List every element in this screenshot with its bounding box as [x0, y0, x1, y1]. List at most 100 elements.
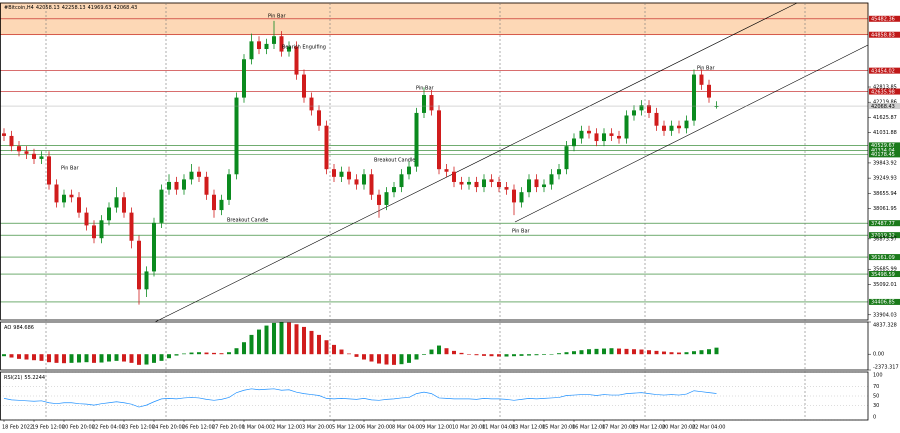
ao-bar [317, 334, 321, 355]
candle-body [534, 179, 539, 188]
ao-bar [362, 354, 366, 360]
candle-body [482, 179, 486, 188]
ao-bar [174, 354, 179, 356]
x-tick-label: 8 Mar 04:00 [392, 425, 422, 431]
ao-bar [714, 347, 719, 355]
level-label-box [869, 142, 900, 149]
ao-bar [347, 353, 351, 355]
candle-body [189, 171, 194, 180]
ao-bar [152, 354, 156, 363]
candle-body [594, 133, 599, 142]
candle-body [384, 192, 389, 205]
ao-bar [437, 345, 441, 355]
candle-body [122, 197, 126, 213]
ao-bar [272, 322, 276, 355]
y-tick-label: -2373.317 [873, 365, 899, 371]
ao-bar [32, 354, 36, 361]
candle-body [234, 97, 239, 175]
ao-bar [92, 354, 96, 363]
candle-body [564, 146, 569, 170]
candle-body [309, 97, 314, 111]
ao-bar [579, 350, 584, 355]
ao-bar [497, 354, 501, 357]
ao-bar [2, 354, 6, 357]
level-label-box [869, 67, 900, 74]
ao-bar [339, 349, 344, 355]
x-tick-label: 17 Mar 20:00 [602, 425, 635, 431]
level-label: 40178.45 [871, 152, 895, 158]
level-label-box [869, 147, 900, 154]
candle-body [662, 125, 666, 131]
header-part: 42058.13 [36, 5, 60, 11]
ao-bar [212, 352, 216, 355]
candle-body [467, 181, 471, 185]
x-tick-label: 22 Mar 04:00 [692, 425, 725, 431]
candle-body [77, 197, 81, 213]
annotation: Pin Bar [512, 229, 531, 235]
y-tick-label: 36873.97 [873, 236, 897, 242]
ao-bar [9, 354, 14, 358]
y-tick-label: 4837.328 [873, 323, 897, 329]
ao-bar [332, 344, 336, 355]
y-tick-label: 41031.88 [873, 130, 897, 136]
ao-bar [407, 354, 411, 363]
candle-body [692, 74, 696, 121]
ao-bar [639, 349, 644, 355]
y-tick-label: 42219.86 [873, 100, 897, 106]
candle-body [399, 174, 404, 188]
candle-body [332, 169, 336, 177]
ao-bar [189, 352, 194, 355]
annotation: Breakout Candle [227, 218, 268, 224]
candle-body [504, 187, 509, 190]
x-tick-label: 19 Feb 12:00 [32, 425, 65, 431]
candle-body [47, 156, 51, 185]
level-label-box [869, 151, 900, 158]
ao-bar [264, 325, 269, 355]
candle-body [249, 41, 254, 60]
candle-body [549, 174, 554, 185]
y-tick-label: 0 [873, 415, 876, 421]
candle-body [474, 181, 479, 188]
candle-body [302, 74, 306, 98]
ao-bar [489, 354, 494, 357]
ao-bar [249, 334, 254, 355]
candle-body [587, 130, 591, 134]
panel-frame [0, 371, 869, 421]
ao-bar [429, 349, 434, 355]
ao-bar [99, 354, 104, 363]
candle-body [54, 184, 59, 203]
ao-bar [69, 354, 74, 363]
separators [45, 3, 806, 420]
annotation: Bearish Engulfing [282, 45, 326, 51]
x-tick-label: 11 Mar 04:00 [482, 425, 515, 431]
level-label: 36161.09 [871, 255, 895, 261]
candle-body [242, 59, 246, 98]
candle-body [62, 194, 66, 203]
x-tick-label: 10 Mar 20:00 [452, 425, 485, 431]
level-label: 35498.59 [871, 272, 895, 278]
candle-body [609, 133, 614, 136]
annotation: Pin Bar [268, 14, 287, 20]
ao-bar [182, 353, 186, 355]
level-label: 43454.02 [871, 68, 895, 74]
level-label: 40529.67 [871, 143, 895, 149]
ao-bar [324, 340, 329, 355]
ao-bar [669, 352, 674, 355]
ao-bar [512, 354, 516, 357]
candle-body [324, 125, 329, 170]
level-label: 34406.85 [871, 300, 895, 306]
candle-body [204, 176, 209, 195]
ao-bar [684, 352, 689, 355]
y-tick-label: 30 [873, 403, 879, 409]
level-label-box [869, 220, 900, 227]
header-part: 42258.13 [62, 5, 86, 11]
candle-body [129, 212, 134, 241]
level-label-box [869, 254, 900, 261]
candle-body [17, 146, 21, 152]
level-label: 37019.32 [871, 233, 895, 239]
ao-bar [594, 348, 599, 355]
ao-bar [632, 349, 636, 355]
ao-bar [354, 354, 359, 357]
ao-bar [167, 354, 171, 359]
